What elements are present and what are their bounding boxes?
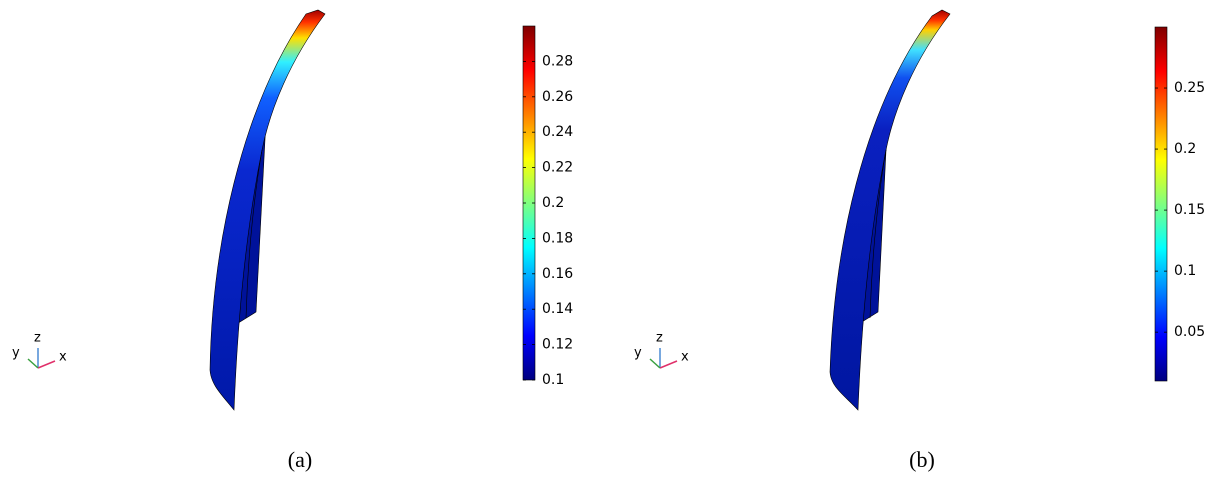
colorbar-tick-label: 0.05 [1174, 324, 1205, 340]
axis-label: x [59, 350, 67, 365]
blade [210, 10, 325, 410]
colorbar-tick-label: 0.1 [542, 372, 564, 388]
axis-arrow [28, 359, 38, 368]
colorbar-tick-label: 0.16 [542, 266, 573, 282]
colorbar-tick-label: 0.2 [1174, 141, 1196, 157]
figure: 0.1 0.12 0.14 0.16 0.18 0.2 0.22 0.24 0.26 0.28 z x… [0, 0, 1212, 504]
panel [830, 10, 950, 410]
colorbar-tick-label: 0.18 [542, 230, 573, 246]
colorbar-tick-label: 0.25 [1174, 80, 1205, 96]
colorbar-tick-label: 0.24 [542, 124, 573, 140]
axis-label: z [656, 331, 663, 346]
colorbar-tick-label: 0.15 [1174, 202, 1205, 218]
axis-arrow [660, 361, 677, 368]
colorbar-tick-label: 0.14 [542, 301, 573, 317]
axis-arrow [650, 359, 660, 368]
colorbar-tick-label: 0.22 [542, 160, 573, 176]
axis-label: x [681, 350, 689, 365]
caption: (a) [288, 447, 312, 472]
colorbar-tick-label: 0.26 [542, 89, 573, 105]
colorbar-tick-label: 0.28 [542, 53, 573, 69]
blade [830, 10, 950, 410]
axis-label: y [12, 346, 20, 361]
colorbar [1155, 27, 1167, 381]
colorbar-tick-label: 0.12 [542, 337, 573, 353]
colorbar-tick-label: 0.1 [1174, 263, 1196, 279]
axis-label: y [634, 346, 642, 361]
axis-label: z [34, 331, 41, 346]
axis-arrow [38, 361, 55, 368]
colorbar-tick-label: 0.2 [542, 195, 564, 211]
panel [210, 10, 325, 410]
caption: (b) [909, 447, 935, 472]
